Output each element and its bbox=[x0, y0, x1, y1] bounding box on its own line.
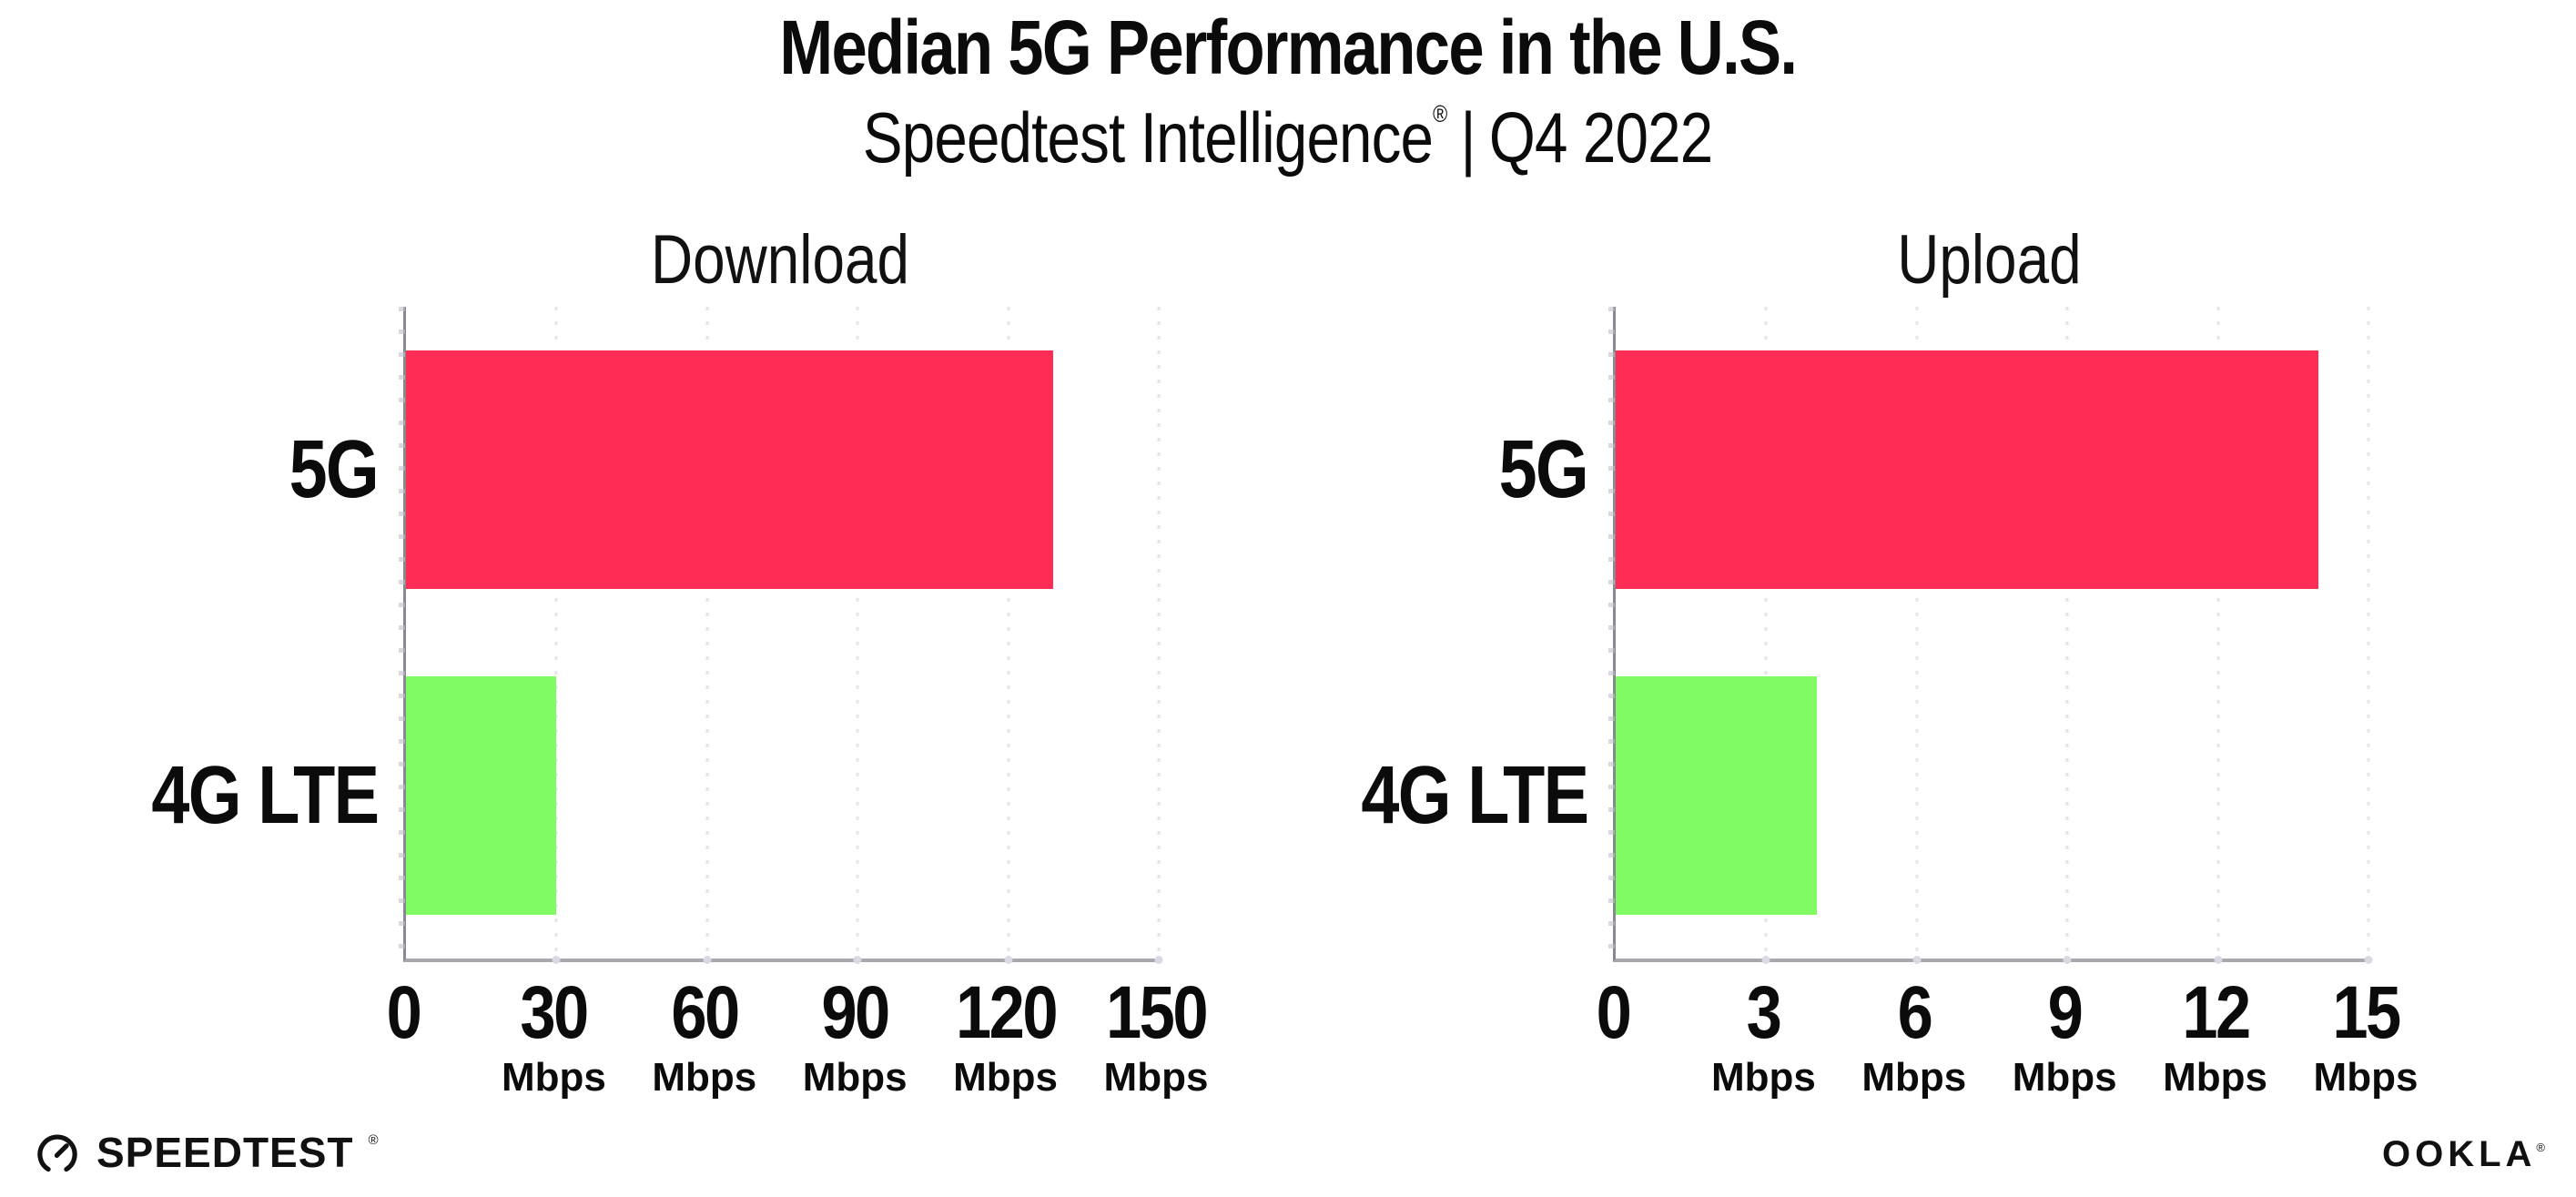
x-tick-value: 6 bbox=[1897, 971, 1932, 1054]
bar-4g-lte-upload bbox=[1616, 676, 1817, 915]
x-tick: 3 Mbps bbox=[1711, 976, 1816, 1098]
x-tick-unit: Mbps bbox=[802, 1055, 908, 1100]
x-tick-value: 60 bbox=[671, 971, 740, 1054]
gridline bbox=[703, 307, 712, 964]
x-tick-unit: Mbps bbox=[2163, 1055, 2268, 1100]
x-tick-value: 0 bbox=[1596, 971, 1632, 1054]
x-tick-value: 30 bbox=[520, 971, 590, 1054]
gridline bbox=[853, 307, 862, 964]
subtitle-brand: Speedtest Intelligence bbox=[863, 97, 1434, 178]
x-tick-value: 120 bbox=[955, 971, 1059, 1054]
x-axis-ticks: 0 30 Mbps 60 Mbps 90 Mbps 120 Mbps 150 Mbps bbox=[387, 976, 1209, 1131]
category-label-4g-lte: 4G LTE bbox=[151, 750, 380, 841]
x-tick: 9 Mbps bbox=[2013, 976, 2117, 1098]
ookla-logo: OOKLA® bbox=[2382, 1136, 2545, 1172]
figure-title-text: Median 5G Performance in the U.S. bbox=[779, 5, 1799, 90]
x-tick: 30 Mbps bbox=[502, 976, 606, 1098]
download-chart-title: Download bbox=[650, 221, 909, 299]
x-tick-unit: Mbps bbox=[501, 1055, 606, 1100]
ookla-wordmark: OOKLA bbox=[2381, 1134, 2537, 1174]
x-tick-value: 90 bbox=[821, 971, 891, 1054]
x-axis-ticks: 0 3 Mbps 6 Mbps 9 Mbps 12 Mbps 15 Mbps bbox=[1597, 976, 2419, 1131]
upload-plot-area bbox=[1608, 307, 2373, 964]
bar-5g-upload bbox=[1616, 350, 2318, 589]
x-tick: 90 Mbps bbox=[803, 976, 908, 1098]
x-tick: 15 Mbps bbox=[2314, 976, 2419, 1098]
gridline bbox=[1761, 307, 1770, 964]
category-label-4g-lte: 4G LTE bbox=[1361, 750, 1589, 841]
bar-row-5g bbox=[406, 307, 1159, 633]
bar-4g-lte-download bbox=[406, 676, 557, 915]
x-tick: 12 Mbps bbox=[2163, 976, 2267, 1098]
download-plot-area bbox=[399, 307, 1163, 964]
x-tick-value: 150 bbox=[1106, 971, 1209, 1054]
registered-mark: ® bbox=[1433, 100, 1448, 127]
figure-title: Median 5G Performance in the U.S. bbox=[0, 9, 2576, 86]
x-tick-unit: Mbps bbox=[2012, 1055, 2117, 1100]
subtitle-period: Q4 2022 bbox=[1489, 97, 1713, 178]
x-tick: 0 bbox=[1594, 976, 1633, 1050]
gridline bbox=[1154, 307, 1163, 964]
category-label-5g: 5G bbox=[1498, 424, 1589, 515]
gridline bbox=[2214, 307, 2223, 964]
x-tick-unit: Mbps bbox=[953, 1055, 1059, 1100]
x-tick-unit: Mbps bbox=[652, 1055, 757, 1100]
gridlines bbox=[1616, 307, 2373, 964]
x-tick-value: 12 bbox=[2181, 971, 2251, 1054]
x-tick: 0 bbox=[384, 976, 423, 1050]
gridlines bbox=[406, 307, 1163, 964]
ookla-registered-mark: ® bbox=[2536, 1141, 2545, 1154]
gridline bbox=[1004, 307, 1013, 964]
x-tick-unit: Mbps bbox=[1710, 1055, 1816, 1100]
x-tick-unit: Mbps bbox=[1861, 1055, 1967, 1100]
bar-row-5g bbox=[1616, 307, 2368, 633]
x-tick: 60 Mbps bbox=[652, 976, 756, 1098]
x-tick-unit: Mbps bbox=[1103, 1055, 1209, 1100]
bar-row-4g-lte bbox=[406, 633, 1159, 959]
gridline bbox=[2364, 307, 2373, 964]
x-tick-value: 15 bbox=[2332, 971, 2401, 1054]
x-tick-value: 0 bbox=[386, 971, 422, 1054]
x-tick-unit: Mbps bbox=[2313, 1055, 2419, 1100]
bar-5g-download bbox=[406, 350, 1054, 589]
gridline bbox=[2063, 307, 2072, 964]
x-tick-value: 3 bbox=[1747, 971, 1782, 1054]
speedtest-registered-mark: ® bbox=[368, 1131, 379, 1148]
bar-row-4g-lte bbox=[1616, 633, 2368, 959]
speedtest-gauge-icon bbox=[37, 1134, 77, 1172]
x-tick-value: 9 bbox=[2047, 971, 2084, 1054]
speedtest-logo: SPEEDTEST ® bbox=[33, 1127, 379, 1178]
figure-subtitle: Speedtest Intelligence® | Q4 2022 bbox=[0, 102, 2576, 173]
upload-chart-title: Upload bbox=[1897, 221, 2082, 299]
x-tick: 120 Mbps bbox=[948, 976, 1064, 1098]
speedtest-wordmark: SPEEDTEST bbox=[96, 1129, 354, 1176]
gridline bbox=[552, 307, 561, 964]
subtitle-separator: | bbox=[1460, 97, 1476, 178]
x-tick: 6 Mbps bbox=[1861, 976, 1966, 1098]
category-label-5g: 5G bbox=[289, 424, 380, 515]
x-tick: 150 Mbps bbox=[1098, 976, 1214, 1098]
gridline bbox=[1912, 307, 1922, 964]
